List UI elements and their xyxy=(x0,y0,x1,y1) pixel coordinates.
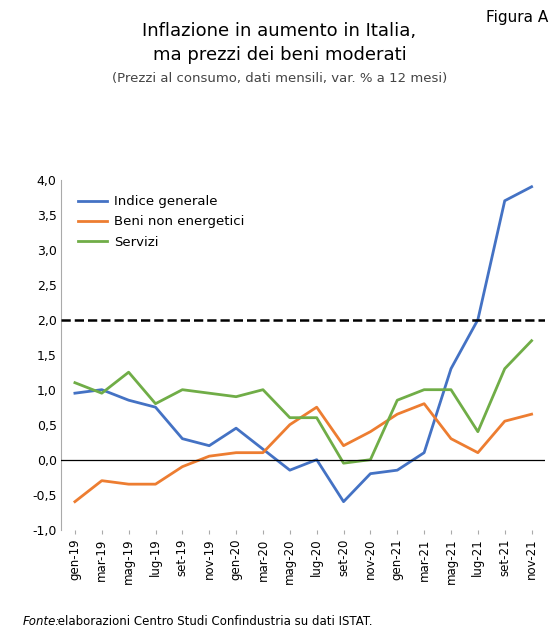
Servizi xyxy=(259,386,266,394)
Beni non energetici xyxy=(72,498,78,505)
Line: Servizi: Servizi xyxy=(75,341,532,463)
Indice generale xyxy=(394,466,401,474)
Servizi xyxy=(475,428,481,435)
Indice generale xyxy=(206,442,212,449)
Beni non energetici xyxy=(179,463,186,471)
Beni non energetici xyxy=(286,421,293,429)
Beni non energetici xyxy=(206,453,212,460)
Beni non energetici xyxy=(394,410,401,418)
Beni non energetici xyxy=(475,449,481,456)
Beni non energetici xyxy=(314,403,320,411)
Indice generale xyxy=(259,446,266,453)
Servizi xyxy=(340,459,347,467)
Indice generale xyxy=(179,435,186,442)
Text: (Prezzi al consumo, dati mensili, var. % a 12 mesi): (Prezzi al consumo, dati mensili, var. %… xyxy=(112,72,447,85)
Servizi xyxy=(421,386,428,394)
Indice generale xyxy=(528,183,535,191)
Indice generale xyxy=(233,424,239,432)
Servizi xyxy=(179,386,186,394)
Beni non energetici xyxy=(233,449,239,456)
Indice generale xyxy=(448,365,454,372)
Servizi xyxy=(98,389,105,397)
Beni non energetici xyxy=(367,428,374,435)
Beni non energetici xyxy=(152,480,159,488)
Text: Fonte:: Fonte: xyxy=(22,615,60,628)
Indice generale xyxy=(501,197,508,205)
Beni non energetici xyxy=(501,417,508,425)
Beni non energetici xyxy=(528,410,535,418)
Indice generale xyxy=(314,456,320,464)
Indice generale xyxy=(421,449,428,456)
Text: elaborazioni Centro Studi Confindustria su dati ISTAT.: elaborazioni Centro Studi Confindustria … xyxy=(54,615,372,628)
Beni non energetici xyxy=(98,477,105,485)
Beni non energetici xyxy=(259,449,266,456)
Text: ma prezzi dei beni moderati: ma prezzi dei beni moderati xyxy=(153,46,406,64)
Servizi xyxy=(125,369,132,376)
Indice generale xyxy=(475,316,481,324)
Indice generale xyxy=(340,498,347,505)
Indice generale xyxy=(72,389,78,397)
Indice generale xyxy=(98,386,105,394)
Beni non energetici xyxy=(421,400,428,408)
Text: Figura A: Figura A xyxy=(486,10,548,24)
Servizi xyxy=(152,400,159,408)
Text: Inflazione in aumento in Italia,: Inflazione in aumento in Italia, xyxy=(143,22,416,40)
Servizi xyxy=(314,414,320,422)
Servizi xyxy=(394,396,401,404)
Beni non energetici xyxy=(125,480,132,488)
Indice generale xyxy=(125,396,132,404)
Servizi xyxy=(72,379,78,386)
Legend: Indice generale, Beni non energetici, Servizi: Indice generale, Beni non energetici, Se… xyxy=(73,190,249,254)
Servizi xyxy=(501,365,508,372)
Beni non energetici xyxy=(448,435,454,442)
Servizi xyxy=(367,456,374,464)
Servizi xyxy=(528,337,535,345)
Indice generale xyxy=(367,470,374,478)
Servizi xyxy=(233,393,239,401)
Indice generale xyxy=(152,403,159,411)
Line: Beni non energetici: Beni non energetici xyxy=(75,404,532,501)
Servizi xyxy=(286,414,293,422)
Servizi xyxy=(448,386,454,394)
Line: Indice generale: Indice generale xyxy=(75,187,532,501)
Indice generale xyxy=(286,466,293,474)
Beni non energetici xyxy=(340,442,347,449)
Servizi xyxy=(206,389,212,397)
